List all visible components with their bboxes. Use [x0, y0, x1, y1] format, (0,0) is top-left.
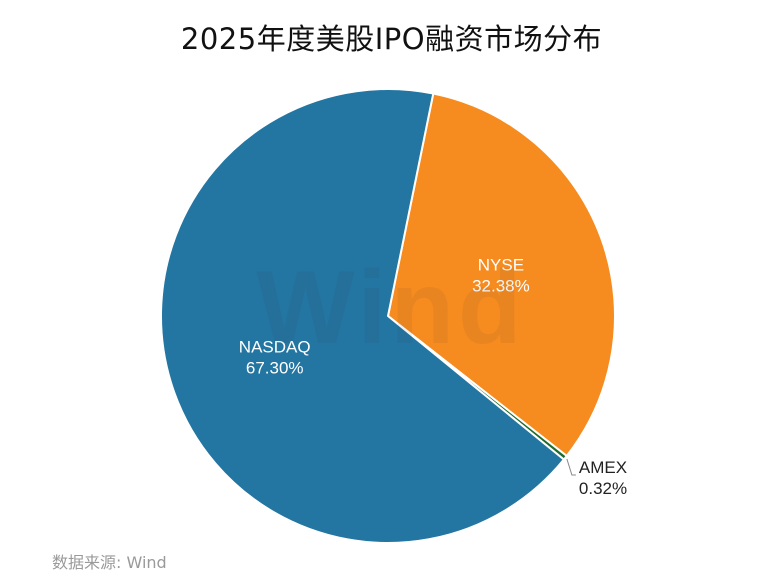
leader-line-amex: [566, 458, 576, 476]
chart-title: 2025年度美股IPO融资市场分布: [180, 22, 603, 56]
slice-label-nasdaq: NASDAQ: [239, 337, 311, 356]
slice-value-nyse: 32.38%: [472, 276, 530, 295]
pie-slice-nyse: [387, 92, 616, 457]
slice-label-nyse: NYSE: [478, 255, 524, 274]
slice-value-amex: 0.32%: [579, 479, 627, 498]
pie-labels: NASDAQ 67.30% NYSE 32.38% AMEX 0.32%: [239, 255, 627, 498]
source-note: 数据来源: Wind: [52, 553, 167, 572]
pie-slice-nasdaq: [160, 88, 565, 544]
pie-slices: [160, 88, 616, 544]
slice-label-amex: AMEX: [579, 458, 627, 477]
slice-value-nasdaq: 67.30%: [246, 358, 304, 377]
